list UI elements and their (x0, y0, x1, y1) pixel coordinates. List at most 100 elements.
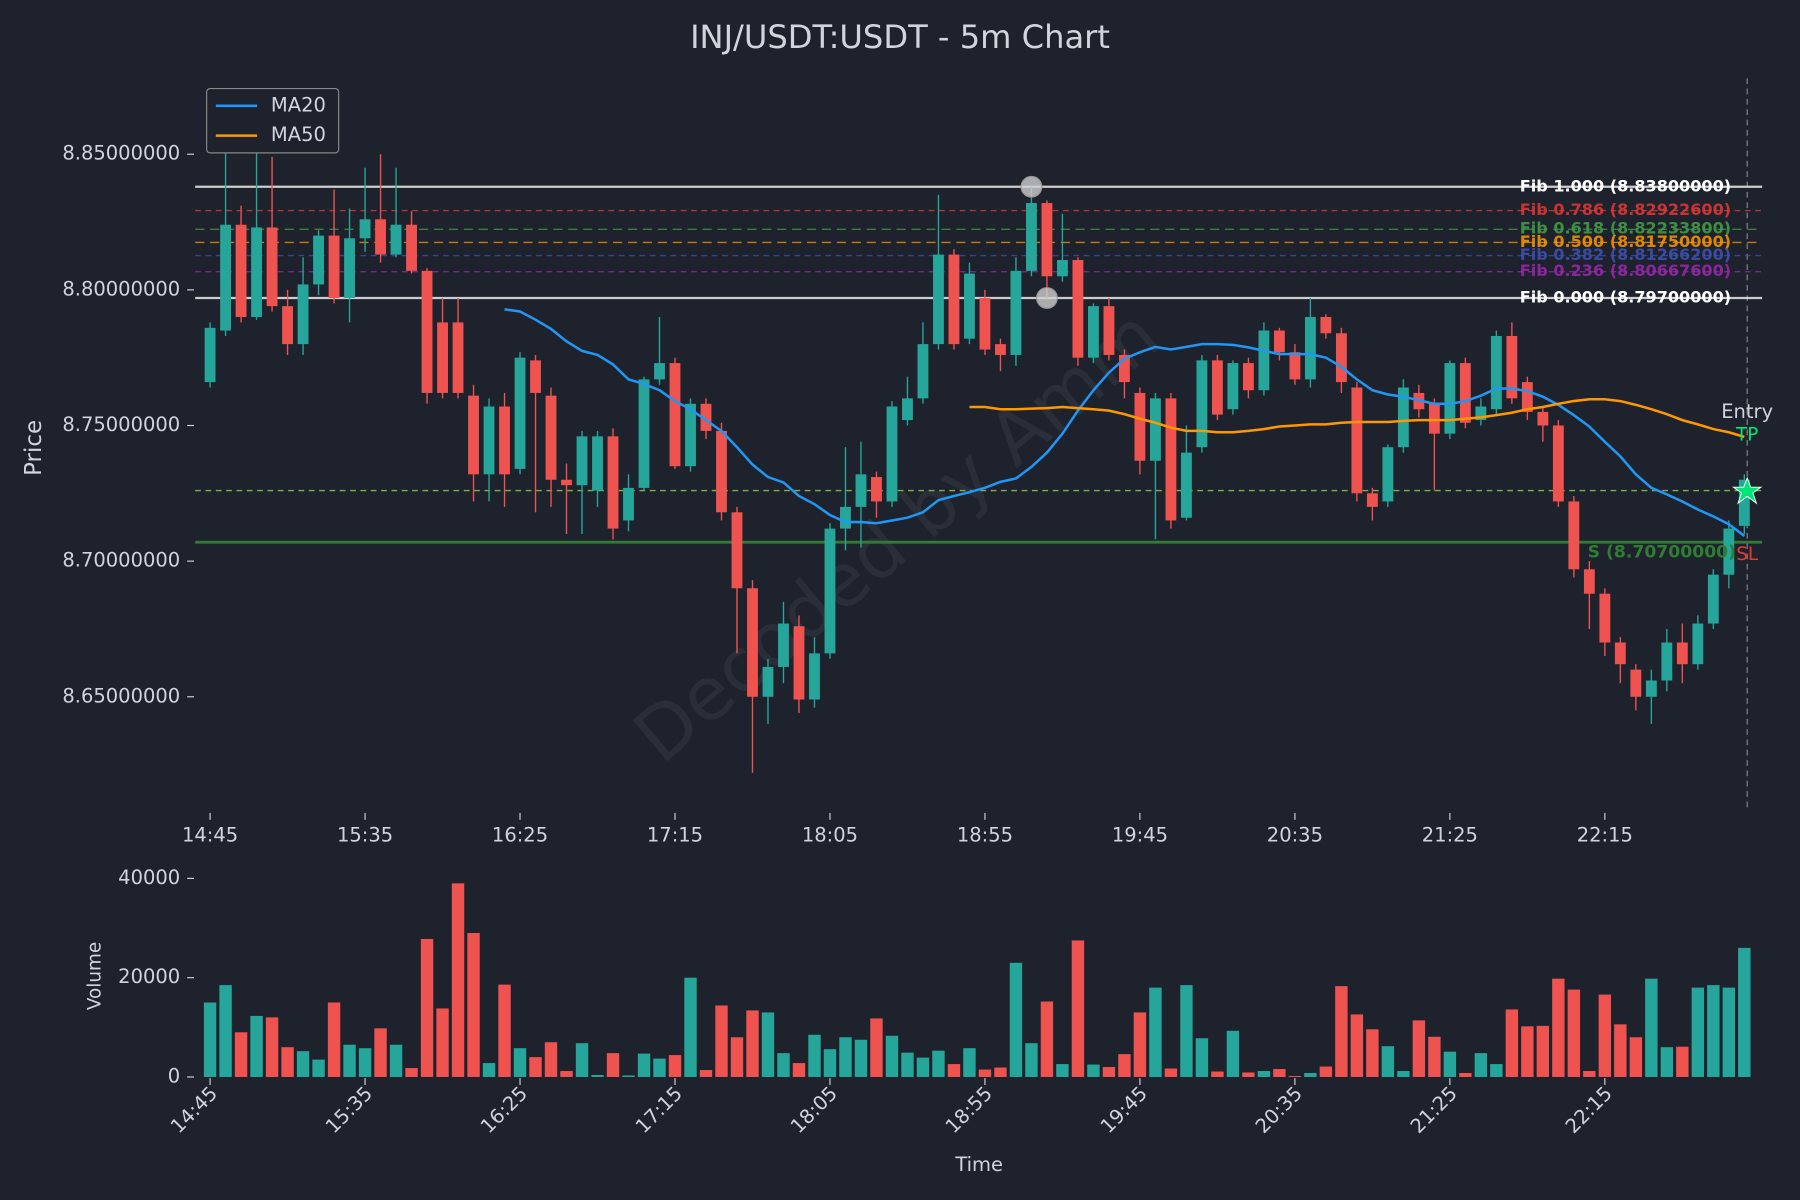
volume-bar (761, 1012, 775, 1077)
volume-bar (854, 1039, 868, 1077)
volume-bar (327, 1002, 341, 1077)
candle-body (483, 406, 495, 475)
candle-body (313, 235, 324, 285)
volume-bar (1009, 962, 1023, 1077)
tp-label: TP (1735, 424, 1758, 445)
candle-body (297, 284, 309, 345)
candle-body (1568, 501, 1580, 570)
x-axis-label: Time (954, 1153, 1003, 1176)
volume-bar (870, 1018, 883, 1077)
volume-bar (513, 1048, 527, 1077)
candle-body (1444, 363, 1456, 434)
candle-body (933, 254, 944, 345)
volume-bar (808, 1034, 821, 1077)
volume-bar (1288, 1075, 1302, 1077)
candle-body (1645, 680, 1657, 697)
x-tick-label: 19:45 (1112, 823, 1168, 846)
volume-bar (1366, 1029, 1379, 1077)
sl-label: SL (1736, 544, 1759, 565)
candle-body (1149, 398, 1161, 461)
volume-bar (1025, 1043, 1038, 1077)
candle-body (778, 623, 789, 667)
volume-bar (1102, 1067, 1116, 1077)
volume-bar (699, 1070, 713, 1077)
candle-body (669, 363, 681, 467)
candle-body (824, 528, 836, 654)
candle-body (1134, 392, 1146, 461)
candle-body (1242, 363, 1254, 391)
volume-bar (1164, 1068, 1178, 1077)
candle-body (452, 322, 464, 393)
candle-body (1661, 642, 1673, 681)
candle-body (623, 487, 634, 521)
volume-bar (947, 1064, 961, 1077)
ma-line (969, 397, 1745, 439)
y-tick-label: 20000 (118, 965, 180, 988)
volume-bar (436, 1008, 449, 1077)
volume-bar (575, 1043, 589, 1077)
y-tick-label: 8.70000000 (62, 549, 180, 572)
volume-bar (1443, 1051, 1457, 1077)
volume-bar (1071, 940, 1085, 1077)
entry-marker (1731, 476, 1763, 505)
volume-bar (1257, 1071, 1271, 1077)
volume-bar (296, 1051, 310, 1077)
volume-bar (1645, 978, 1658, 1077)
x-tick-label: 14:45 (182, 823, 238, 846)
candle-body (1475, 406, 1487, 421)
volume-bar (1490, 1064, 1503, 1077)
volume-bar (1118, 1054, 1131, 1077)
candle-body (1211, 360, 1223, 415)
volume-bar (203, 1002, 217, 1077)
volume-bar (1614, 1024, 1627, 1077)
x-tick-label: 18:05 (802, 823, 858, 846)
legend-label: MA20 (271, 93, 326, 116)
volume-bar (1521, 1026, 1534, 1077)
volume-bar (978, 1069, 992, 1077)
y-tick-label: 8.85000000 (62, 142, 180, 165)
candle-body (1335, 333, 1347, 383)
candle-body (1273, 330, 1285, 353)
volume-bar (374, 1028, 387, 1077)
candle-body (1599, 593, 1611, 643)
candle-body (359, 219, 371, 239)
volume-bar (560, 1071, 573, 1077)
y-tick-label: 40000 (118, 866, 180, 889)
candle-body (1026, 203, 1037, 271)
volume-bar (1180, 985, 1193, 1077)
candle-body (220, 224, 231, 331)
candle-body (1459, 363, 1471, 423)
volume-bar (591, 1074, 604, 1077)
candle-body (1057, 260, 1068, 277)
y-axis-label: Price (21, 420, 47, 476)
volume-bar (1319, 1066, 1333, 1077)
swing-low-marker (1036, 287, 1058, 309)
volume-bar (1738, 947, 1751, 1077)
candle-body (251, 227, 262, 317)
candle-body (700, 403, 712, 431)
candle-body (1490, 335, 1502, 410)
volume-bar (1459, 1073, 1472, 1077)
candle-body (375, 219, 386, 255)
candle-body (793, 626, 805, 700)
volume-bar (1226, 1030, 1240, 1077)
candle-body (979, 297, 991, 350)
y-tick-label: 8.75000000 (62, 413, 180, 436)
volume-bar (1660, 1047, 1674, 1077)
candle-body (607, 436, 619, 529)
chart-title: INJ/USDT:USDT - 5m Chart (690, 18, 1110, 56)
candle-body (545, 395, 557, 480)
candle-body (855, 474, 867, 507)
candle-body (1552, 425, 1564, 502)
volume-bar (994, 1067, 1007, 1077)
volume-bar (1691, 987, 1705, 1077)
x-tick-label: 18:55 (957, 823, 1013, 846)
volume-bar (1428, 1036, 1441, 1077)
candle-body (1227, 363, 1239, 410)
legend-label: MA50 (271, 123, 326, 146)
x-tick-label: 17:15 (647, 823, 703, 846)
x-tick-label: 20:35 (1267, 823, 1323, 846)
x-tick-label: 16:25 (492, 823, 548, 846)
candle-body (499, 406, 510, 475)
